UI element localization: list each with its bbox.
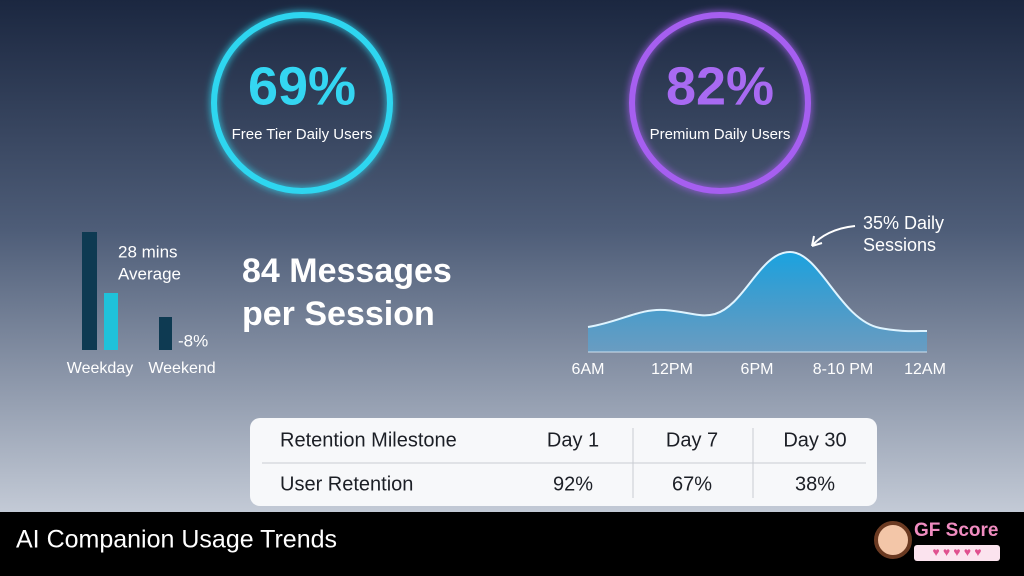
hearts: ♥ ♥ ♥ ♥ ♥ (933, 545, 982, 559)
change-label: -8% (178, 331, 208, 350)
avatar (874, 521, 912, 559)
arrow (811, 225, 856, 247)
x-label: 6AM (572, 361, 605, 378)
stat-value: 69% (248, 56, 356, 116)
headline: per Session (242, 295, 435, 333)
category-label: Weekend (148, 360, 215, 377)
stat-ring (629, 12, 811, 194)
bar (82, 232, 97, 350)
footer (0, 512, 1024, 576)
table-cell: User Retention (280, 473, 413, 495)
annotation: Sessions (863, 235, 936, 255)
x-labels: 6AM 12PM 6PM 8-10 PM 12AM (572, 361, 946, 378)
brand: GF Score (914, 520, 998, 541)
table (250, 418, 877, 506)
area-curve (588, 252, 927, 352)
x-label: 12AM (904, 361, 946, 378)
table-cell: 92% (553, 473, 593, 495)
category-label: Weekday (67, 360, 133, 377)
x-label: 6PM (741, 361, 774, 378)
headline: 84 Messages (242, 252, 452, 290)
x-label: 8-10 PM (813, 361, 873, 378)
table-cell: 38% (795, 473, 835, 495)
curve-line (587, 250, 928, 333)
annotation: Average (118, 264, 181, 283)
table-header: Day 1 (547, 429, 599, 451)
stat-label: Premium Daily Users (650, 126, 791, 143)
table-cells: Retention Milestone Day 1 Day 7 Day 30 User … (280, 429, 847, 495)
footer-title: AI Companion Usage Trends (16, 526, 337, 554)
annotation: 35% Daily (863, 213, 944, 233)
table-header: Day 30 (783, 429, 846, 451)
bar (159, 317, 172, 350)
x-label: 12PM (651, 361, 693, 378)
table-cell: 67% (672, 473, 712, 495)
table-header: Day 7 (666, 429, 718, 451)
stat-ring (211, 12, 393, 194)
annotation: 28 mins (118, 242, 178, 261)
bar (104, 293, 118, 350)
hearts-badge (914, 545, 1000, 561)
stat-label: Free Tier Daily Users (232, 126, 373, 143)
table-header: Retention Milestone (280, 429, 457, 451)
stat-value: 82% (666, 56, 774, 116)
